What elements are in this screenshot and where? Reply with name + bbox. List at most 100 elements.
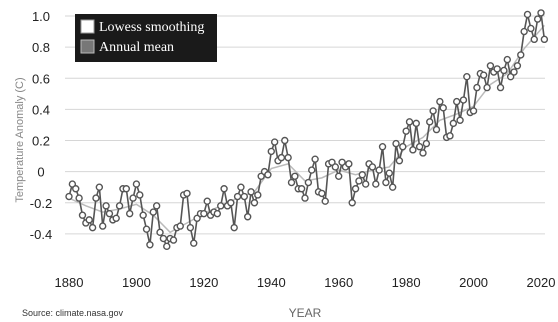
- data-point: [375, 166, 383, 174]
- data-point: [469, 107, 478, 115]
- data-point: [311, 155, 319, 163]
- data-point: [527, 24, 535, 33]
- data-point: [75, 194, 83, 202]
- data-point: [176, 222, 184, 230]
- data-point: [426, 118, 434, 126]
- data-point: [520, 27, 528, 36]
- data-point: [517, 51, 525, 59]
- data-point: [530, 35, 538, 44]
- data-point: [240, 192, 249, 201]
- y-tick-label: 0: [37, 165, 44, 180]
- data-point: [429, 107, 437, 115]
- data-point: [250, 199, 259, 207]
- data-point: [392, 139, 400, 148]
- data-point: [132, 180, 141, 188]
- data-point: [355, 177, 363, 185]
- data-point: [183, 189, 191, 198]
- data-point: [503, 55, 511, 64]
- data-point: [378, 143, 387, 151]
- data-point: [129, 194, 137, 202]
- x-tick-label: 1940: [257, 275, 286, 290]
- data-point: [345, 160, 353, 168]
- x-tick-label: 1900: [122, 275, 151, 290]
- data-point: [486, 62, 495, 70]
- data-point: [102, 202, 110, 210]
- data-point: [254, 191, 262, 199]
- y-tick-label: 0.8: [32, 40, 50, 55]
- data-point: [436, 97, 444, 106]
- data-point: [247, 188, 255, 196]
- data-point: [169, 236, 178, 244]
- data-point: [200, 209, 208, 218]
- x-tick-label: 1960: [324, 275, 353, 290]
- data-point: [415, 143, 424, 151]
- data-point: [267, 147, 275, 156]
- data-point: [308, 166, 316, 174]
- data-point: [186, 223, 195, 232]
- data-point: [405, 118, 414, 126]
- series-line-annual-mean: [68, 10, 546, 249]
- data-point: [388, 183, 397, 191]
- data-point: [156, 228, 164, 237]
- data-point: [463, 72, 471, 81]
- x-tick-label: 2020: [527, 275, 556, 290]
- data-point: [270, 138, 279, 146]
- data-point: [297, 185, 306, 193]
- data-point: [500, 66, 508, 75]
- data-point: [277, 153, 286, 162]
- y-tick-label: -0.2: [30, 196, 52, 211]
- data-point: [217, 202, 225, 210]
- data-point: [287, 178, 296, 187]
- data-point: [382, 178, 390, 187]
- x-tick-label: 1880: [55, 275, 84, 290]
- data-point: [361, 180, 370, 188]
- data-point: [233, 192, 242, 201]
- data-point: [92, 194, 100, 202]
- data-point: [399, 143, 407, 151]
- legend-swatch-annual: [80, 39, 95, 54]
- y-tick-label: -0.4: [30, 227, 52, 242]
- data-point: [439, 104, 447, 112]
- data-point: [409, 146, 417, 154]
- data-point: [479, 71, 488, 79]
- data-point: [112, 214, 120, 223]
- data-point: [88, 223, 97, 232]
- data-point: [540, 35, 549, 44]
- legend-background: [75, 14, 217, 62]
- data-point: [136, 191, 144, 199]
- data-point: [301, 194, 309, 202]
- data-point: [456, 116, 464, 124]
- data-point: [72, 185, 80, 193]
- data-point: [351, 185, 360, 193]
- data-point: [220, 185, 228, 193]
- legend: Lowess smoothing Annual mean: [75, 14, 217, 62]
- data-point: [159, 234, 168, 243]
- x-tick-label: 1920: [189, 275, 218, 290]
- data-point: [419, 149, 427, 157]
- x-tick-label: 2000: [459, 275, 488, 290]
- data-point: [281, 136, 289, 145]
- legend-swatch-lowess: [80, 19, 95, 34]
- data-point: [152, 202, 161, 210]
- data-point: [227, 199, 235, 207]
- data-point: [395, 157, 404, 165]
- source-credit: Source: climate.nasa.gov: [22, 308, 124, 318]
- data-point: [95, 183, 104, 191]
- data-point: [321, 197, 329, 205]
- data-point: [537, 9, 545, 17]
- y-tick-labels: 1.0 0.8 0.6 0.4 0.2 0 -0.2 -0.4: [30, 9, 52, 242]
- data-point: [213, 209, 222, 218]
- data-point: [149, 208, 157, 216]
- legend-label-annual: Annual mean: [99, 40, 174, 55]
- data-point: [402, 127, 410, 135]
- data-point: [163, 242, 171, 251]
- data-point: [473, 83, 481, 92]
- data-point: [348, 199, 356, 207]
- y-tick-label: 0.2: [32, 134, 50, 149]
- data-point: [243, 213, 252, 221]
- data-point: [533, 15, 542, 23]
- data-point: [65, 192, 73, 201]
- data-point: [449, 119, 458, 128]
- data-point: [335, 172, 343, 180]
